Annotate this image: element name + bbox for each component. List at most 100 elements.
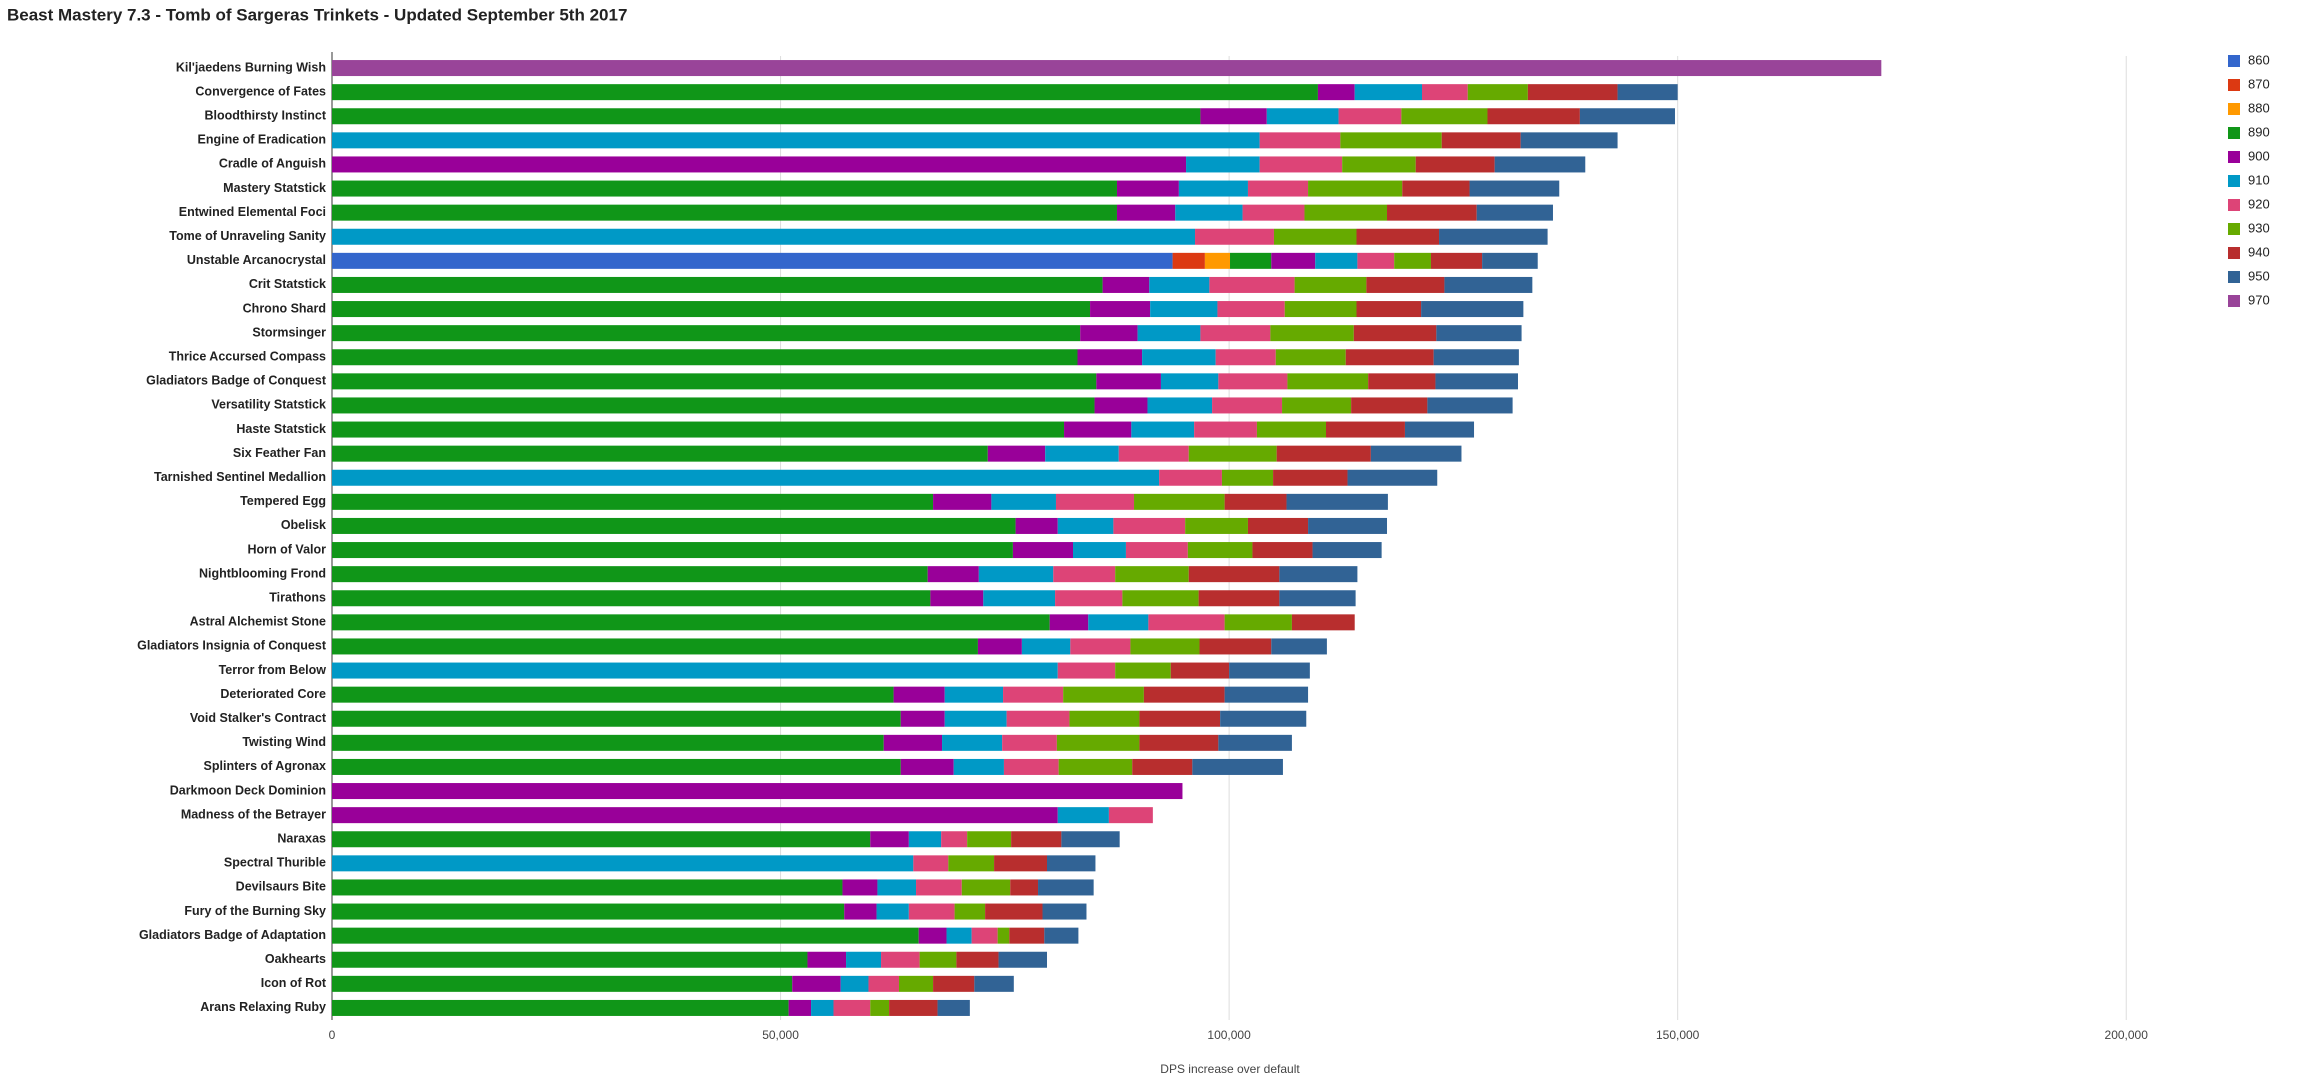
legend-label: 900	[2248, 148, 2270, 163]
bar-segment	[946, 927, 972, 944]
y-tick-label: Bloodthirsty Instinct	[204, 109, 326, 123]
bar-segment	[1172, 252, 1205, 269]
y-tick-label: Devilsaurs Bite	[236, 880, 326, 894]
bar-segment	[1056, 734, 1140, 751]
bar-segment	[1108, 807, 1153, 824]
bar-segment	[332, 132, 1260, 149]
bar-segment	[1312, 542, 1382, 559]
bar-segment	[1149, 276, 1210, 293]
bar-segment	[1195, 228, 1274, 245]
bar-segment	[1370, 445, 1462, 462]
bar-segment	[991, 493, 1056, 510]
bar-segment	[870, 999, 890, 1016]
bar-segment	[953, 758, 1004, 775]
legend-swatch	[2228, 127, 2240, 139]
bar-segment	[332, 252, 1173, 269]
legend-swatch	[2228, 151, 2240, 163]
y-tick-label: Chrono Shard	[243, 301, 326, 315]
bar-segment	[1284, 301, 1357, 318]
bar-segment	[1045, 445, 1119, 462]
bar-segment	[944, 710, 1007, 727]
bar-segment	[1279, 590, 1356, 607]
bar-segment	[1058, 758, 1133, 775]
bar-segment	[1115, 566, 1189, 583]
bar-segment	[893, 686, 945, 703]
legend-label: 860	[2248, 52, 2270, 67]
bar-segment	[1279, 566, 1358, 583]
bar-segment	[1220, 710, 1307, 727]
bar-segment	[1224, 686, 1309, 703]
bar-segment	[1357, 252, 1395, 269]
bar-segment	[1273, 228, 1357, 245]
bar-segment	[1387, 204, 1477, 221]
y-tick-label: Darkmoon Deck Dominion	[170, 783, 326, 797]
y-tick-label: Tirathons	[269, 591, 326, 605]
bar-segment	[1134, 493, 1225, 510]
bar-segment	[1326, 421, 1405, 438]
bar-segment	[1069, 710, 1140, 727]
bar-segment	[1259, 132, 1341, 149]
bar-segment	[332, 60, 1882, 77]
bar-segment	[1047, 855, 1096, 872]
bar-segment	[1130, 638, 1200, 655]
bar-segment	[1476, 204, 1553, 221]
bar-segment	[332, 783, 1183, 800]
y-tick-label: Versatility Statstick	[211, 398, 326, 412]
y-tick-label: Gladiators Badge of Conquest	[146, 374, 327, 388]
y-tick-label: Void Stalker's Contract	[190, 711, 327, 725]
bar-segment	[1287, 373, 1369, 390]
bar-segment	[1187, 542, 1253, 559]
bar-segment	[1212, 397, 1283, 414]
y-tick-label: Thrice Accursed Compass	[169, 350, 326, 364]
y-tick-label: Spectral Thurible	[224, 856, 326, 870]
bar-segment	[1113, 517, 1186, 534]
y-tick-label: Mastery Statstick	[223, 181, 326, 195]
bar-segment	[919, 951, 957, 968]
bar-segment	[876, 903, 909, 920]
bar-segment	[332, 180, 1117, 197]
bar-segment	[974, 975, 1014, 992]
bar-segment	[332, 927, 919, 944]
y-tick-label: Icon of Rot	[261, 976, 327, 990]
legend-label: 930	[2248, 220, 2270, 235]
bar-segment	[332, 566, 928, 583]
bar-segment	[1003, 686, 1064, 703]
bar-segment	[1217, 301, 1285, 318]
y-tick-label: Gladiators Badge of Adaptation	[139, 928, 326, 942]
legend-label: 870	[2248, 76, 2270, 91]
bar-segment	[987, 445, 1046, 462]
bar-segment	[1579, 108, 1675, 125]
bar-segment	[1342, 156, 1416, 173]
bar-segment	[792, 975, 841, 992]
bar-segment	[1209, 276, 1295, 293]
bar-segment	[908, 903, 955, 920]
y-tick-label: Gladiators Insignia of Conquest	[137, 639, 327, 653]
bar-segment	[889, 999, 938, 1016]
bar-segment	[1282, 397, 1352, 414]
bar-segment	[1010, 879, 1039, 896]
bar-segment	[332, 999, 789, 1016]
y-tick-label: Obelisk	[281, 518, 326, 532]
bar-segment	[332, 421, 1065, 438]
bar-segment	[1102, 276, 1150, 293]
bar-segment	[332, 951, 808, 968]
bar-segment	[1009, 927, 1045, 944]
legend-label: 970	[2248, 292, 2270, 307]
bar-segment	[1125, 542, 1188, 559]
y-tick-label: Tempered Egg	[240, 494, 326, 508]
bar-segment	[1266, 108, 1339, 125]
bar-segment	[1421, 301, 1524, 318]
bar-segment	[332, 975, 793, 992]
legend-swatch	[2228, 271, 2240, 283]
bar-segment	[1116, 204, 1176, 221]
bar-segment	[961, 879, 1011, 896]
bar-segment	[1229, 662, 1310, 679]
bar-segment	[1137, 325, 1201, 342]
legend-swatch	[2228, 79, 2240, 91]
bar-segment	[1115, 662, 1171, 679]
bar-segment	[1142, 349, 1216, 366]
bar-segment	[844, 903, 877, 920]
bar-segment	[1015, 517, 1058, 534]
bar-segment	[332, 710, 901, 727]
bar-segment	[840, 975, 869, 992]
